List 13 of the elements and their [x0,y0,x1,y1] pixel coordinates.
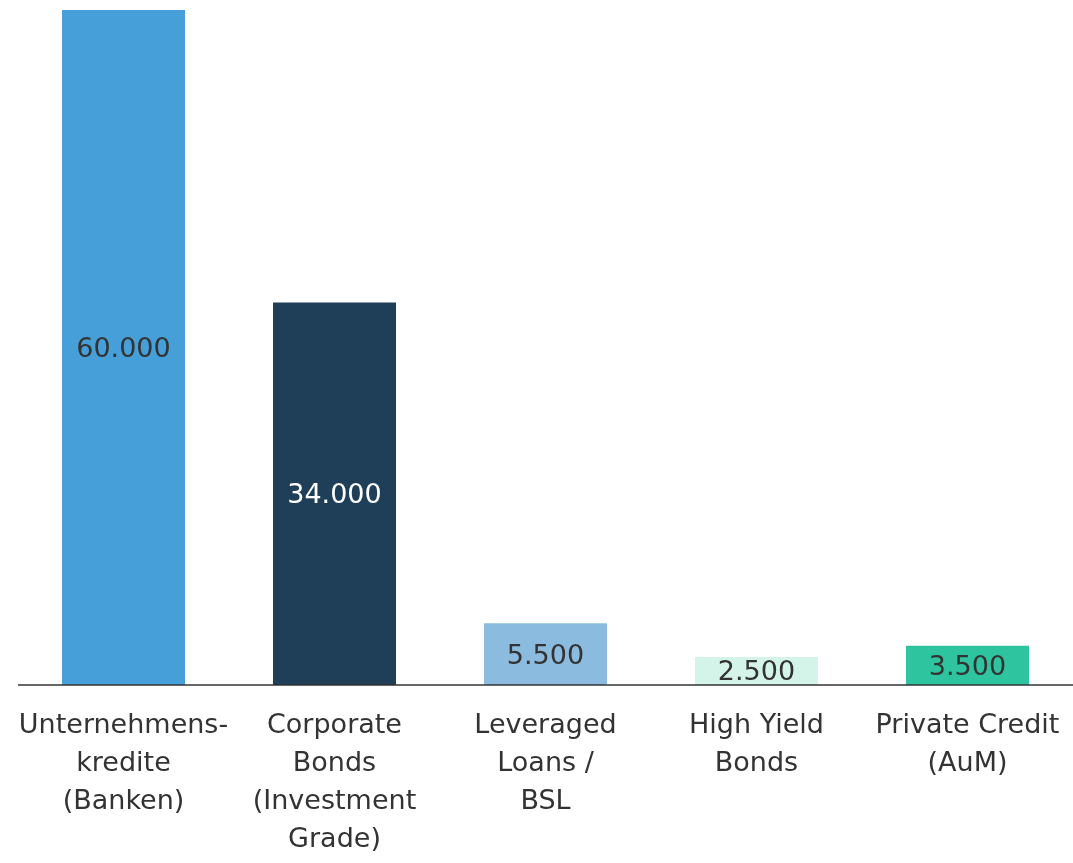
x-tick-label: Unternehmens- kredite (Banken) [18,708,229,815]
x-tick-label: Corporate Bonds (Investment Grade) [252,708,417,853]
bar [484,623,607,685]
data-label: 5.500 [506,638,585,670]
data-label: 3.500 [928,649,1007,681]
x-tick-label: Private Credit (AuM) [875,708,1060,777]
x-tick-label: High Yield Bonds [689,708,824,777]
x-tick-label: Leveraged Loans / BSL [474,708,617,815]
data-label: 60.000 [76,331,171,363]
bar [62,10,185,685]
data-label: 34.000 [287,478,382,510]
data-label: 2.500 [717,655,796,687]
bar [273,302,396,685]
